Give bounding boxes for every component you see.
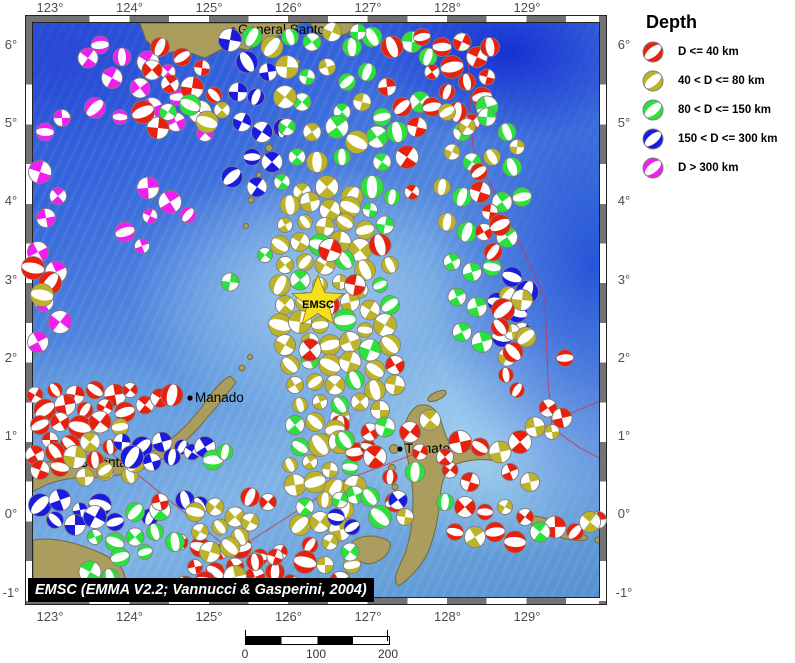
- legend-item: D <= 40 km: [640, 41, 792, 63]
- legend-beachball-icon: [642, 70, 664, 92]
- legend-item-label: D > 300 km: [678, 162, 739, 174]
- axis-label: 129°: [513, 0, 541, 15]
- axis-label: 124°: [116, 609, 143, 624]
- legend-item: D > 300 km: [640, 157, 792, 179]
- scale-bar-tick: [245, 630, 246, 641]
- axis-label: 128°: [434, 0, 461, 15]
- legend-item-label: 80 < D <= 150 km: [678, 104, 772, 116]
- axis-label: 126°: [275, 609, 302, 624]
- legend-item: 80 < D <= 150 km: [640, 99, 792, 121]
- axis-label: 126°: [275, 0, 302, 15]
- attribution-bar: EMSC (EMMA V2.2; Vannucci & Gasperini, 2…: [28, 578, 374, 602]
- axis-label: 125°: [195, 0, 223, 15]
- legend-beachball-icon: [642, 157, 664, 179]
- axis-label: 3°: [4, 272, 18, 287]
- axis-label: 5°: [4, 115, 18, 130]
- map-frame-left: [25, 15, 33, 605]
- axis-label: 6°: [617, 37, 631, 52]
- map-frame-inner-outline: [32, 22, 600, 598]
- legend-item: 150 < D <= 300 km: [640, 128, 792, 150]
- map-frame-top: [25, 15, 607, 23]
- legend-item-label: 150 < D <= 300 km: [678, 133, 778, 145]
- axis-label: 123°: [36, 0, 64, 15]
- axis-label: -1°: [2, 585, 20, 600]
- axis-label: 3°: [617, 272, 631, 287]
- axis-label: 6°: [4, 37, 18, 52]
- legend-item: 40 < D <= 80 km: [640, 70, 792, 92]
- depth-legend: Depth D <= 40 km 40 < D <= 80 km 80 < D <=…: [640, 10, 792, 186]
- axis-label: 127°: [354, 609, 382, 624]
- axis-label: 4°: [4, 193, 18, 208]
- legend-beachball-icon: [642, 128, 664, 150]
- axis-label: 125°: [195, 609, 223, 624]
- scale-bar-tick: [387, 630, 388, 641]
- axis-label: 4°: [617, 193, 631, 208]
- scale-bar: [245, 636, 390, 645]
- legend-beachball-icon: [642, 99, 664, 121]
- axis-label: 1°: [4, 428, 18, 443]
- scale-bar-label: 100: [305, 647, 327, 661]
- legend-beachball-icon: [642, 41, 664, 63]
- legend-item-label: 40 < D <= 80 km: [678, 75, 765, 87]
- axis-label: 129°: [513, 609, 541, 624]
- legend-item-label: D <= 40 km: [678, 46, 739, 58]
- axis-label: 0°: [617, 506, 631, 521]
- axis-label: 128°: [434, 609, 461, 624]
- axis-label: -1°: [615, 585, 633, 600]
- axis-label: 124°: [116, 0, 143, 15]
- map-frame-right: [599, 15, 607, 605]
- legend-title: Depth: [646, 12, 697, 32]
- axis-label: 127°: [354, 0, 382, 15]
- scale-bar-label: 0: [241, 647, 249, 661]
- scale-bar-label: 200: [377, 647, 399, 661]
- axis-label: 123°: [36, 609, 64, 624]
- axis-label: 1°: [617, 428, 631, 443]
- map-frame-outline: [25, 15, 607, 605]
- axis-label: 5°: [617, 115, 631, 130]
- axis-label: 2°: [617, 350, 631, 365]
- axis-label: 2°: [4, 350, 18, 365]
- axis-label: 0°: [4, 506, 18, 521]
